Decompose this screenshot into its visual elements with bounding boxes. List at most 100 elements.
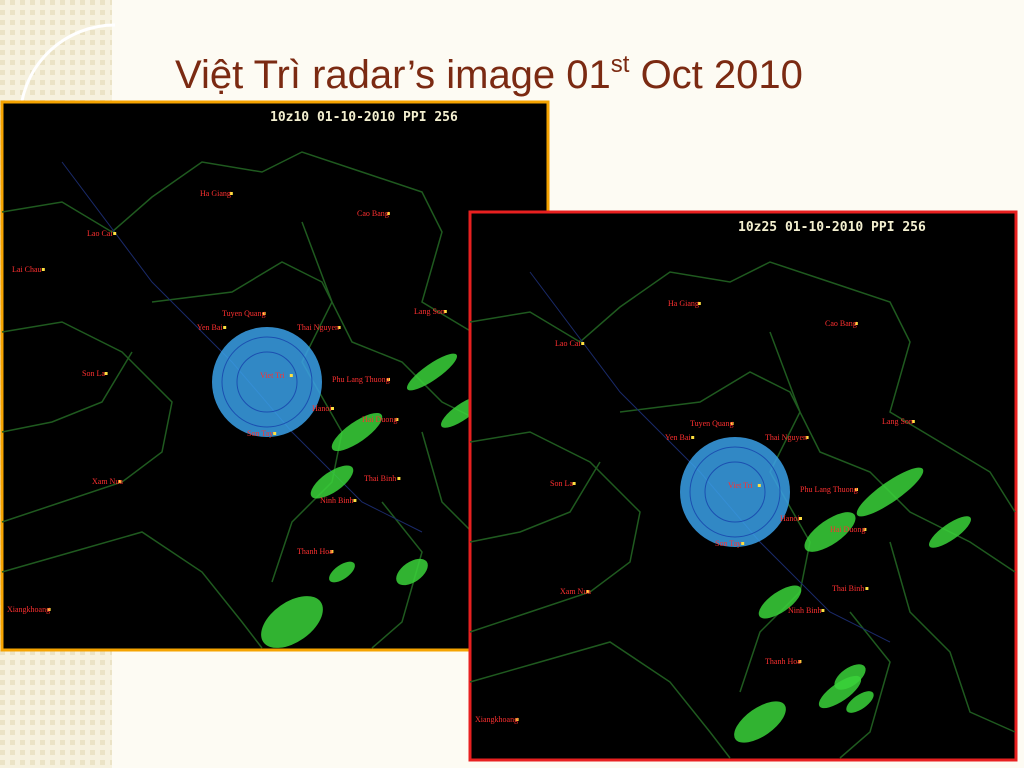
map-boundary (1, 321, 173, 523)
place-dot (741, 542, 745, 545)
place-label: Hai Duong (830, 525, 865, 534)
place-label: Lang Son (882, 417, 913, 426)
radar-echo-green (929, 516, 971, 548)
place-label: Xam Nua (560, 587, 591, 596)
radar-echo-green (734, 701, 786, 743)
place-dot (353, 499, 357, 502)
panel-header: 10z10 01-10-2010 PPI 256 (270, 110, 458, 125)
map-boundary (469, 261, 1016, 513)
radar-echo (680, 437, 790, 547)
place-label: Thai Nguyen (765, 433, 807, 442)
place-dot (854, 322, 858, 325)
place-label: Lai Chau (12, 265, 42, 274)
place-label: Xiangkhoang (7, 605, 50, 614)
place-label: Phu Lang Thuong (800, 485, 858, 494)
map-boundary (1, 151, 548, 403)
radar-ring (221, 336, 313, 428)
radar-echo-green (846, 691, 874, 713)
place-dot (273, 432, 277, 435)
place-dot (41, 268, 45, 271)
place-dot (697, 302, 701, 305)
place-dot (262, 312, 266, 315)
place-dot (331, 407, 334, 410)
place-label: Xiangkhoang (475, 715, 518, 724)
map-boundary (1, 351, 133, 433)
place-label: Viet Tri (260, 371, 285, 380)
slide-title: Việt Trì radar’s image 01st Oct 2010 (175, 51, 803, 97)
place-dot (691, 436, 695, 439)
place-label: Yen Bai (197, 323, 223, 332)
map-boundary (1, 531, 263, 649)
radar-echo-green (261, 596, 323, 648)
place-dot (104, 372, 108, 375)
place-dot (118, 480, 122, 483)
place-dot (289, 374, 293, 377)
place-label: Lao Cai (87, 229, 113, 238)
place-dot (586, 590, 590, 593)
title-text: Việt Trì radar’s image 01 (175, 53, 611, 97)
place-label: Ha Giang (668, 299, 699, 308)
place-label: Ha Giang (200, 189, 231, 198)
place-dot (821, 609, 825, 612)
place-label: Son La (82, 369, 105, 378)
place-dot (443, 310, 447, 313)
map-boundary (469, 431, 641, 633)
place-label: Ninh Binh (320, 496, 354, 505)
place-label: Viet Tri (728, 481, 753, 490)
place-dot (581, 342, 585, 345)
map-boundary (839, 611, 891, 759)
radar-echo-green (396, 558, 428, 586)
map-boundary (371, 501, 423, 649)
radar-ring (689, 446, 781, 538)
place-label: Phu Lang Thuong (332, 375, 390, 384)
place-dot (911, 420, 915, 423)
place-label: Hanoi (312, 404, 332, 413)
radar-echo-green (834, 664, 866, 690)
place-label: Lao Cai (555, 339, 581, 348)
place-label: Son Tay (715, 539, 741, 548)
radar-echo-green (856, 467, 924, 517)
radar-ring (704, 461, 766, 523)
panel-header: 10z25 01-10-2010 PPI 256 (738, 220, 926, 235)
place-dot (387, 378, 390, 381)
place-dot (757, 484, 761, 487)
place-label: Thai Nguyen (297, 323, 339, 332)
place-dot (863, 528, 867, 531)
place-dot (229, 192, 233, 195)
radar-echo-green (758, 585, 802, 619)
place-label: Yen Bai (665, 433, 691, 442)
place-label: Lang Son (414, 307, 445, 316)
place-label: Tuyen Quang (222, 309, 265, 318)
place-dot (855, 488, 858, 491)
radar-panel-2: 10z25 01-10-2010 PPI 256 Ha Giang Cao Bang… (468, 210, 1018, 762)
place-dot (386, 212, 390, 215)
place-label: Hai Duong (362, 415, 397, 424)
radar-echo-green (310, 465, 354, 499)
title-sup: st (611, 51, 630, 78)
place-label: Tuyen Quang (690, 419, 733, 428)
place-label: Thanh Hoa (765, 657, 801, 666)
place-label: Cao Bang (357, 209, 389, 218)
title-text-after: Oct 2010 (629, 53, 802, 97)
place-label: Thai Binh (832, 584, 864, 593)
place-dot (337, 326, 341, 329)
map-boundary (889, 541, 1016, 733)
radar-echo-green (329, 561, 355, 583)
radar-echo (212, 327, 322, 437)
place-dot (730, 422, 734, 425)
radar-echo-green (804, 512, 856, 552)
radar-ring (236, 351, 298, 413)
place-dot (330, 550, 334, 553)
place-label: Ninh Binh (788, 606, 822, 615)
place-dot (572, 482, 576, 485)
place-dot (113, 232, 117, 235)
place-dot (395, 418, 399, 421)
place-label: Son La (550, 479, 573, 488)
place-label: Cao Bang (825, 319, 857, 328)
place-dot (47, 608, 51, 611)
place-dot (805, 436, 809, 439)
place-label: Xam Nua (92, 477, 123, 486)
radar-panel-1: 10z10 01-10-2010 PPI 256 Ha Giang Cao Bang… (0, 100, 550, 652)
